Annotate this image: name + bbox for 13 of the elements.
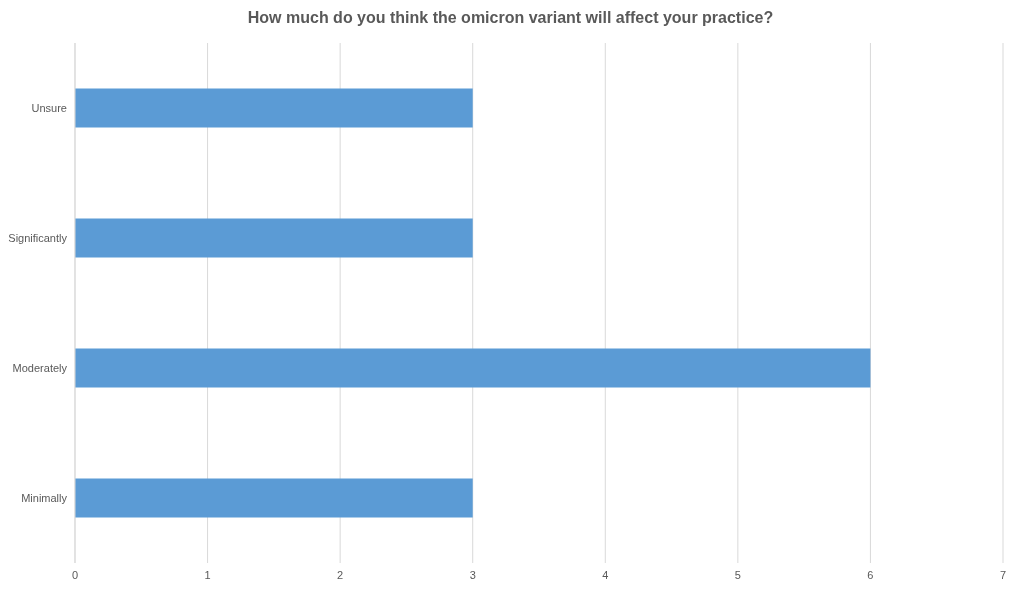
y-tick-label: Moderately xyxy=(12,361,68,374)
x-tick-label: 4 xyxy=(602,568,609,581)
x-tick-label: 5 xyxy=(734,568,741,581)
x-tick-label: 3 xyxy=(469,568,476,581)
y-tick-label: Unsure xyxy=(31,101,67,114)
y-tick-label: Minimally xyxy=(21,491,68,504)
y-tick-label: Significantly xyxy=(8,231,68,244)
x-tick-label: 0 xyxy=(71,568,79,581)
chart-title: How much do you think the omicron variant will affect your practice? xyxy=(246,8,775,28)
x-tick-label: 6 xyxy=(867,568,874,581)
x-tick-label: 2 xyxy=(337,568,344,581)
x-tick-label: 7 xyxy=(999,568,1007,581)
x-tick-label: 1 xyxy=(204,568,211,581)
